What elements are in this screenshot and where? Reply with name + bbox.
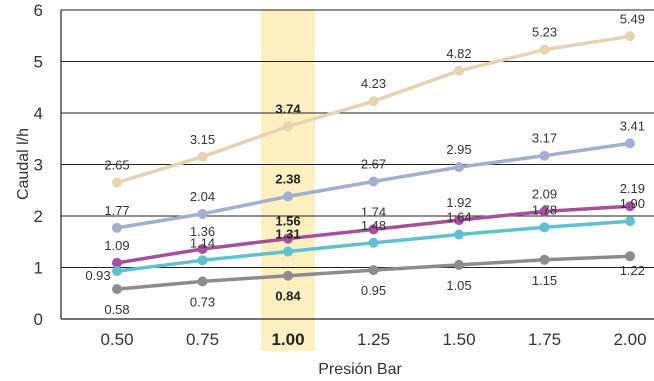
data-point xyxy=(368,265,379,276)
data-point xyxy=(539,254,550,265)
data-label: 1.05 xyxy=(446,278,471,293)
data-point xyxy=(625,251,635,262)
x-axis-title: Presión Bar xyxy=(318,361,402,378)
data-label: 1.64 xyxy=(446,210,471,225)
data-label: 5.49 xyxy=(620,11,645,26)
data-label: 4.82 xyxy=(446,46,471,61)
x-tick-label: 1.75 xyxy=(528,330,561,349)
data-label: 1.22 xyxy=(620,263,645,278)
x-tick-label: 2.00 xyxy=(613,330,646,349)
data-point xyxy=(625,216,635,227)
x-tick-label: 0.50 xyxy=(100,330,133,349)
data-label: 2.38 xyxy=(275,171,300,186)
y-tick-label: 6 xyxy=(34,1,43,20)
data-point xyxy=(454,215,464,226)
y-tick-label: 4 xyxy=(34,104,43,123)
data-point xyxy=(454,65,464,76)
data-point xyxy=(368,176,379,187)
data-label: 0.84 xyxy=(275,289,301,304)
data-point xyxy=(368,96,379,107)
data-label: 2.09 xyxy=(532,186,557,201)
data-point xyxy=(454,229,464,240)
data-label: 2.65 xyxy=(104,158,129,173)
data-point xyxy=(197,208,208,219)
data-label: 1.92 xyxy=(446,195,471,210)
data-point xyxy=(283,270,293,281)
data-label: 3.41 xyxy=(620,118,645,133)
y-tick-label: 1 xyxy=(34,259,43,278)
data-point xyxy=(197,255,208,266)
data-label: 5.23 xyxy=(532,25,557,40)
data-label: 0.93 xyxy=(85,268,110,283)
data-label: 1.77 xyxy=(104,203,129,218)
data-label: 2.67 xyxy=(361,156,386,171)
data-point xyxy=(539,222,550,233)
data-point xyxy=(197,243,208,254)
data-point xyxy=(283,233,293,244)
data-label: 1.09 xyxy=(104,238,129,253)
data-label: 4.23 xyxy=(361,76,386,91)
data-point xyxy=(454,162,464,173)
y-tick-label: 2 xyxy=(34,207,43,226)
data-label: 1.14 xyxy=(190,235,215,250)
data-label: 0.73 xyxy=(190,294,215,309)
data-point xyxy=(454,259,464,270)
data-label: 2.95 xyxy=(446,142,471,157)
data-point xyxy=(539,206,550,217)
data-label: 3.74 xyxy=(275,101,301,116)
data-point xyxy=(283,121,293,132)
data-point xyxy=(112,177,122,188)
data-label: 1.90 xyxy=(620,196,645,211)
data-label: 0.95 xyxy=(361,283,386,298)
data-point xyxy=(112,266,122,277)
data-label: 3.17 xyxy=(532,131,557,146)
data-point xyxy=(283,246,293,257)
data-label: 2.04 xyxy=(190,189,215,204)
data-point xyxy=(283,191,293,202)
x-tick-label: 1.00 xyxy=(271,330,304,349)
data-point xyxy=(112,284,122,295)
data-label: 1.36 xyxy=(190,224,215,239)
y-tick-label: 3 xyxy=(34,156,43,175)
data-label: 1.78 xyxy=(532,202,557,217)
data-point xyxy=(539,44,550,55)
data-point xyxy=(625,31,635,42)
data-label: 0.58 xyxy=(104,302,129,317)
data-point xyxy=(112,257,122,268)
y-axis-title: Caudal l/h xyxy=(15,128,32,200)
highlight-band xyxy=(261,10,315,351)
data-label: 1.74 xyxy=(361,204,386,219)
data-point xyxy=(625,201,635,212)
y-tick-label: 0 xyxy=(34,310,43,329)
data-label: 2.19 xyxy=(620,181,645,196)
x-tick-label: 1.50 xyxy=(442,330,475,349)
data-label: 1.15 xyxy=(532,273,557,288)
data-label: 1.48 xyxy=(361,218,386,233)
data-point xyxy=(368,237,379,248)
data-point xyxy=(625,138,635,149)
data-point xyxy=(197,151,208,162)
data-label: 1.31 xyxy=(275,227,300,242)
x-tick-label: 1.25 xyxy=(357,330,390,349)
data-label: 3.15 xyxy=(190,132,215,147)
data-point xyxy=(112,222,122,233)
x-tick-label: 0.75 xyxy=(186,330,219,349)
data-point xyxy=(539,150,550,161)
data-label: 1.56 xyxy=(275,214,300,229)
y-tick-label: 5 xyxy=(34,53,43,72)
data-point xyxy=(197,276,208,287)
data-point xyxy=(368,224,379,235)
